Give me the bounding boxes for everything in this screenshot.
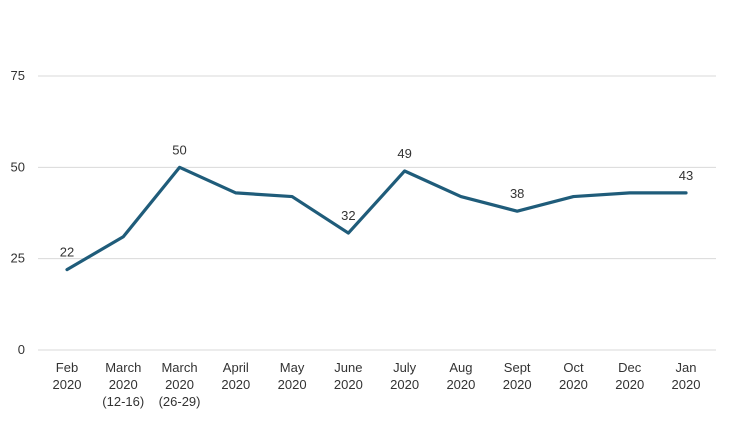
x-tick-label: Jan 2020	[672, 360, 701, 392]
x-tick-label-line: March	[161, 360, 197, 375]
x-tick-label-line: 2020	[672, 377, 701, 392]
y-axis-tick-labels: 0 25 50 75	[11, 68, 25, 357]
x-tick-label: March 2020 (12-16)	[102, 360, 144, 409]
y-tick-label: 0	[18, 342, 25, 357]
x-tick-label-line: 2020	[390, 377, 419, 392]
x-tick-label-line: Jan	[676, 360, 697, 375]
x-tick-label-line: March	[105, 360, 141, 375]
x-tick-label-line: 2020	[278, 377, 307, 392]
x-tick-label-line: Dec	[618, 360, 642, 375]
x-tick-label-line: Feb	[56, 360, 78, 375]
y-tick-label: 25	[11, 251, 25, 266]
data-label: 49	[397, 146, 411, 161]
x-tick-label: Oct 2020	[559, 360, 588, 392]
data-label: 32	[341, 208, 355, 223]
x-tick-label-line: (26-29)	[159, 394, 201, 409]
x-tick-label-line: June	[334, 360, 362, 375]
x-tick-label: Aug 2020	[446, 360, 475, 392]
x-tick-label-line: 2020	[334, 377, 363, 392]
x-tick-label-line: 2020	[615, 377, 644, 392]
data-label: 22	[60, 245, 74, 260]
y-tick-label: 50	[11, 159, 25, 174]
x-tick-label: March 2020 (26-29)	[159, 360, 201, 409]
series-line	[65, 165, 688, 272]
data-labels: 22 50 32 49 38 43	[60, 142, 693, 259]
x-tick-label-line: April	[223, 360, 249, 375]
data-label: 50	[172, 142, 186, 157]
series-layer	[65, 165, 688, 272]
x-tick-label-line: Sept	[504, 360, 531, 375]
x-tick-label-line: 2020	[559, 377, 588, 392]
x-tick-label: July 2020	[390, 360, 419, 392]
y-tick-label: 75	[11, 68, 25, 83]
gridlines	[38, 75, 716, 351]
x-tick-label-line: 2020	[221, 377, 250, 392]
x-axis-tick-labels: Feb 2020 March 2020 (12-16) March 2020 (26-29) A…	[53, 360, 701, 409]
x-tick-label-line: May	[280, 360, 305, 375]
x-tick-label-line: (12-16)	[102, 394, 144, 409]
x-tick-label-line: Aug	[449, 360, 472, 375]
x-tick-label-line: 2020	[109, 377, 138, 392]
x-tick-label-line: 2020	[503, 377, 532, 392]
x-tick-label: Sept 2020	[503, 360, 532, 392]
data-label: 43	[679, 168, 693, 183]
data-label: 38	[510, 186, 524, 201]
x-tick-label: Dec 2020	[615, 360, 644, 392]
x-tick-label-line: 2020	[165, 377, 194, 392]
x-tick-label-line: July	[393, 360, 417, 375]
x-tick-label-line: 2020	[53, 377, 82, 392]
x-tick-label: May 2020	[278, 360, 307, 392]
x-tick-label: April 2020	[221, 360, 250, 392]
x-tick-label-line: Oct	[563, 360, 584, 375]
x-tick-label: Feb 2020	[53, 360, 82, 392]
x-tick-label-line: 2020	[446, 377, 475, 392]
x-tick-label: June 2020	[334, 360, 363, 392]
